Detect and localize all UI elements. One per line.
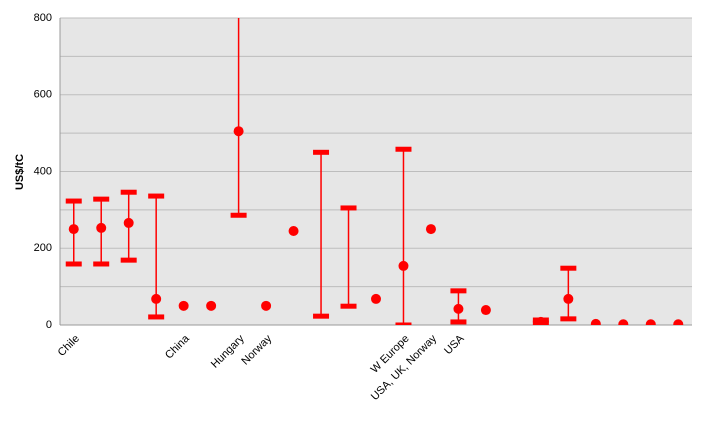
point — [233, 126, 244, 137]
point — [151, 293, 162, 304]
point — [535, 316, 546, 325]
error-cap — [340, 205, 357, 211]
point — [178, 300, 189, 311]
point — [480, 305, 491, 316]
y-tick-label: 800 — [34, 12, 52, 24]
error-cap — [65, 261, 82, 267]
x-tick-label: Norway — [239, 332, 274, 367]
x-tick-label: USA — [442, 332, 467, 357]
y-tick-label: 200 — [34, 242, 52, 254]
x-tick-label: Chile — [56, 333, 82, 359]
error-cap — [313, 313, 330, 319]
error-cap — [340, 303, 357, 309]
error-cap — [313, 149, 330, 155]
error-cap — [395, 322, 412, 325]
error-cap — [120, 257, 137, 263]
error-cap — [120, 189, 137, 195]
point — [96, 222, 107, 233]
y-tick-label: 0 — [46, 319, 52, 331]
error-cap — [148, 193, 165, 199]
point — [673, 319, 684, 325]
plot-marks — [65, 18, 684, 325]
error-cap — [560, 316, 577, 322]
point — [453, 303, 464, 314]
error-cap — [450, 288, 467, 294]
point — [123, 217, 134, 228]
point — [68, 224, 79, 235]
error-cap — [230, 212, 247, 218]
y-axis-label: US$/tC — [14, 154, 26, 190]
point — [288, 225, 299, 236]
point — [371, 293, 381, 304]
point — [398, 260, 409, 271]
point — [425, 224, 436, 235]
error-cap — [65, 198, 82, 204]
x-tick-label: Hungary — [209, 332, 247, 370]
y-tick-label: 400 — [34, 165, 52, 177]
error-cap — [395, 146, 412, 152]
point — [590, 318, 601, 325]
point — [618, 319, 629, 325]
point — [261, 300, 272, 311]
error-cap — [450, 319, 467, 325]
point — [563, 293, 574, 304]
point — [206, 300, 217, 311]
error-cap — [93, 261, 110, 267]
y-tick-label: 600 — [34, 89, 52, 101]
point — [645, 319, 656, 325]
error-cap — [560, 265, 577, 271]
x-tick-label: China — [163, 332, 192, 361]
error-cap — [148, 314, 165, 320]
error-cap — [93, 196, 110, 202]
